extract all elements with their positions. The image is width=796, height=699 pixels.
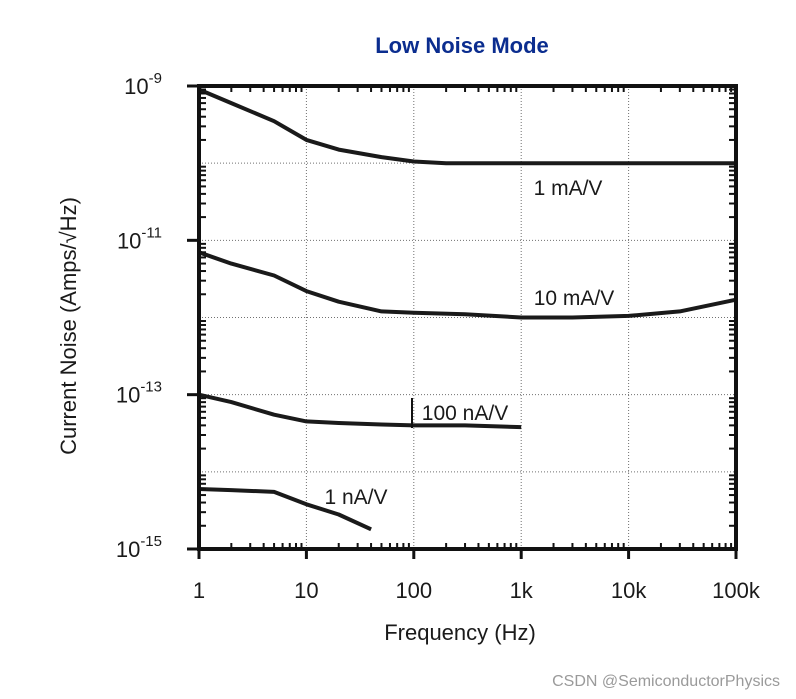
grid-layer bbox=[199, 86, 736, 549]
x-tick-label: 10k bbox=[611, 578, 647, 603]
x-tick-label: 1 bbox=[193, 578, 205, 603]
series-line-1-na-v bbox=[198, 487, 372, 532]
x-tick-label: 1k bbox=[510, 578, 534, 603]
series-label: 1 mA/V bbox=[534, 177, 603, 200]
watermark: CSDN @SemiconductorPhysics bbox=[552, 673, 780, 690]
y-tick-label: 10-11 bbox=[117, 224, 162, 253]
x-tick-label: 10 bbox=[294, 578, 318, 603]
series-line-10-ma-v bbox=[198, 250, 737, 320]
y-tick-label: 10-15 bbox=[116, 533, 162, 562]
series-label: 100 nA/V bbox=[422, 402, 508, 425]
x-tick-label: 100 bbox=[395, 578, 432, 603]
series-layer bbox=[198, 87, 737, 532]
x-tick-label: 100k bbox=[712, 578, 761, 603]
y-tick-label: 10-9 bbox=[124, 70, 162, 99]
series-label: 10 mA/V bbox=[534, 287, 615, 310]
label-layer: 10-9 10-11 10-13 10-15 1 10 100 1k 10k 100k 1 mA/V… bbox=[116, 70, 761, 603]
y-axis-label: Current Noise (Amps/√Hz) bbox=[56, 197, 81, 455]
tick-layer bbox=[187, 84, 738, 559]
series-label: 1 nA/V bbox=[324, 486, 387, 509]
plot-frame bbox=[197, 84, 738, 551]
series-line-1-ma-v bbox=[198, 87, 736, 166]
chart-title: Low Noise Mode bbox=[375, 33, 549, 58]
x-axis-label: Frequency (Hz) bbox=[384, 620, 536, 645]
y-tick-label: 10-13 bbox=[116, 379, 162, 408]
series-line-100-na-v bbox=[198, 392, 522, 430]
